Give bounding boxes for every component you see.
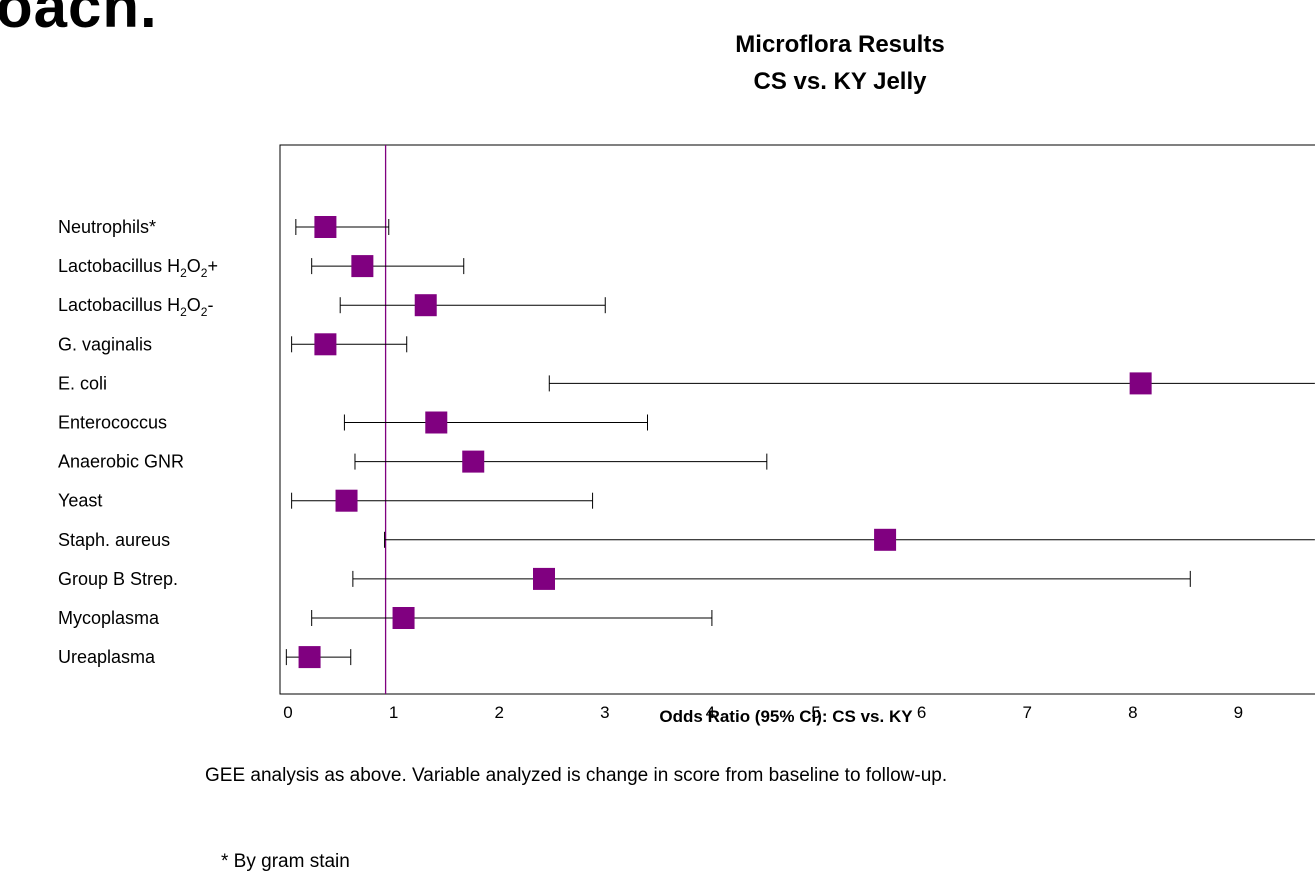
chart-title: Microflora Results [735,31,945,58]
x-tick-label: 7 [1022,703,1031,722]
odds-ratio-marker [335,489,358,512]
heading-fragment: oach. [0,0,158,40]
row-label: Ureaplasma [58,647,156,667]
plot-area [279,144,1315,695]
odds-ratio-marker [462,450,485,473]
row-label: Enterococcus [58,413,167,433]
odds-ratio-marker [1129,372,1152,395]
odds-ratio-marker [533,567,555,590]
row-label: Anaerobic GNR [58,452,184,472]
row-label: Yeast [58,491,102,511]
x-axis-title: Odds Ratio (95% CI): CS vs. KY [659,707,913,726]
odds-ratio-marker [874,528,897,551]
x-tick-label: 1 [389,703,398,722]
footnote: * By gram stain [221,851,350,872]
chart-subtitle: CS vs. KY Jelly [753,68,927,95]
x-tick-label: 9 [1234,703,1243,722]
odds-ratio-marker [414,294,437,317]
row-label: Mycoplasma [58,608,160,628]
odds-ratio-marker [425,411,448,434]
row-label: E. coli [58,373,107,393]
x-tick-label: 2 [494,703,503,722]
x-tick-label: 8 [1128,703,1137,722]
odds-ratio-marker [392,607,415,629]
row-label: Neutrophils* [58,217,156,237]
row-label: Staph. aureus [58,530,170,550]
row-label: Group B Strep. [58,569,178,589]
row-label: Lactobacillus H2O2+ [58,256,218,280]
row-label: Lactobacillus H2O2- [58,295,213,319]
x-tick-label: 4 [706,703,715,722]
odds-ratio-marker [314,333,337,356]
x-tick-label: 3 [600,703,609,722]
x-tick-label: 6 [917,703,926,722]
odds-ratio-marker [314,216,337,238]
odds-ratio-marker [351,255,374,278]
x-tick-label: 0 [283,703,292,722]
row-label: G. vaginalis [58,334,152,354]
odds-ratio-marker [298,646,321,669]
x-tick-label: 5 [811,703,820,722]
analysis-note: GEE analysis as above. Variable analyzed… [205,765,948,786]
